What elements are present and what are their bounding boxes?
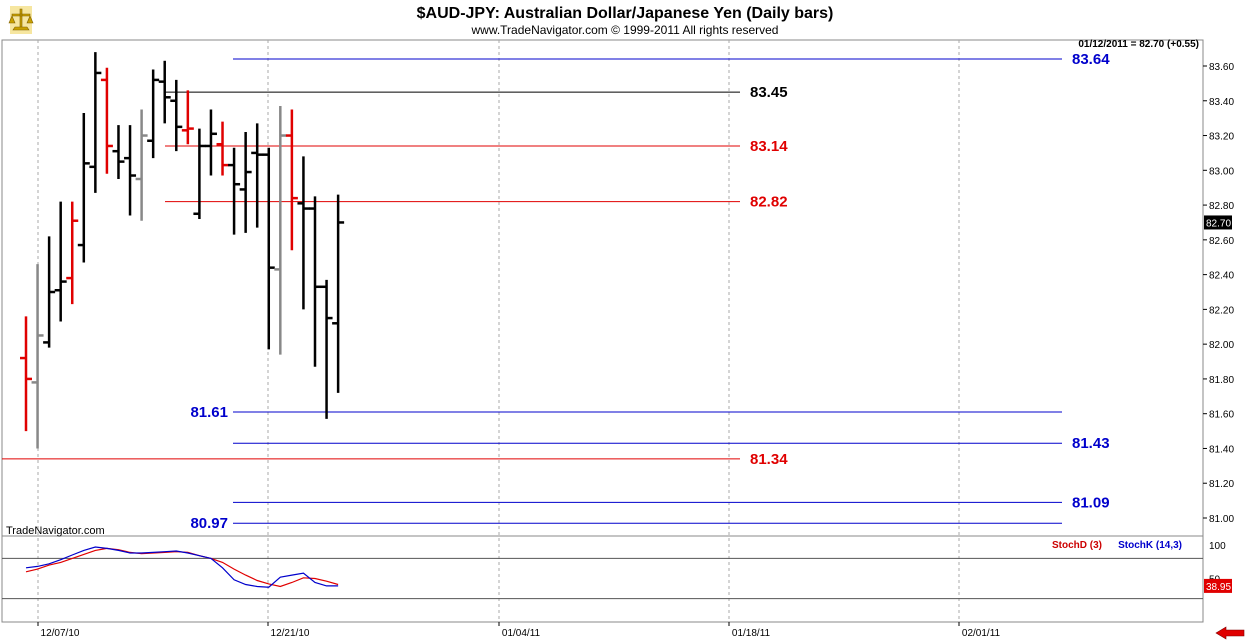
- ohlc-bar: [216, 121, 229, 176]
- ohlc-bar: [193, 128, 206, 219]
- price-axis: 83.60 83.40 83.20 83.00 82.80 82.60 82.40 82.20…: [1203, 62, 1234, 525]
- price-tick-label: 82.20: [1209, 305, 1234, 316]
- level-label: 83.64: [1072, 51, 1110, 68]
- stochastic-lines: 1005038.95: [2, 541, 1232, 600]
- ohlc-bar: [135, 109, 148, 221]
- last-price-label: 82.70: [1206, 218, 1231, 229]
- price-tick-label: 83.20: [1209, 132, 1234, 143]
- price-tick-label: 83.60: [1209, 62, 1234, 73]
- price-panel: [1, 39, 1204, 537]
- ohlc-bar: [309, 196, 321, 367]
- date-tick-label: 02/01/11: [962, 628, 1001, 639]
- level-label: 81.09: [1072, 494, 1110, 511]
- ohlc-bar: [89, 52, 102, 193]
- level-label: 83.14: [750, 138, 788, 155]
- level-label: 81.61: [190, 404, 228, 421]
- ohlc-bar: [100, 67, 113, 174]
- stoch-last-label: 38.95: [1206, 582, 1231, 593]
- date-tick-label: 12/07/10: [41, 628, 80, 639]
- ohlc-bar: [251, 123, 264, 228]
- price-tick-label: 82.40: [1209, 271, 1234, 282]
- ohlc-bar: [239, 132, 252, 233]
- ohlc-bar: [54, 201, 67, 322]
- stochk-legend: StochK (14,3): [1118, 540, 1182, 551]
- chart-title: $AUD-JPY: Australian Dollar/Japanese Yen…: [417, 5, 834, 22]
- price-tick-label: 82.00: [1209, 340, 1234, 351]
- ohlc-bar: [297, 156, 310, 310]
- price-tick-label: 81.60: [1209, 410, 1234, 421]
- level-lines: 83.64 83.45 83.14 82.82 81.61 81.43 81.34 81.09…: [2, 51, 1110, 532]
- level-label: 82.82: [750, 194, 788, 211]
- ohlc-bar: [112, 125, 125, 179]
- scales-icon: [8, 6, 34, 34]
- ohlc-bar: [320, 279, 333, 419]
- ohlc-bar: [285, 109, 298, 251]
- stochd-legend: StochD (3): [1052, 540, 1102, 551]
- price-tick-label: 81.40: [1209, 444, 1234, 455]
- ohlc-bar: [274, 105, 287, 355]
- stoch-last-box: [1204, 578, 1232, 593]
- level-label: 80.97: [190, 515, 228, 532]
- ohlc-bar: [228, 147, 241, 235]
- ohlc-bar: [332, 194, 345, 393]
- ohlc-bar: [181, 90, 194, 145]
- level-label: 83.45: [750, 84, 788, 101]
- ohlc-bar: [158, 60, 171, 124]
- price-tick-label: 81.00: [1209, 514, 1234, 525]
- ohlc-bar: [31, 264, 44, 449]
- price-tick-label: 82.60: [1209, 236, 1234, 247]
- stochastic-panel: [1, 535, 1204, 623]
- price-tick-label: 83.40: [1209, 97, 1234, 108]
- level-label: 81.43: [1072, 435, 1110, 452]
- ohlc-bar: [20, 316, 32, 432]
- price-tick-label: 81.20: [1209, 479, 1234, 490]
- price-tick-label: 83.00: [1209, 166, 1234, 177]
- stochk-line: [25, 546, 339, 588]
- price-tick-label: 82.80: [1209, 201, 1234, 212]
- price-tick-label: 81.80: [1209, 375, 1234, 386]
- ohlc-bar: [77, 112, 90, 263]
- ohlc-bar: [147, 69, 160, 159]
- watermark: TradeNavigator.com: [6, 525, 105, 537]
- ohlc-bar: [262, 147, 275, 350]
- date-tick-label: 01/18/11: [732, 628, 771, 639]
- date-tick-label: 01/04/11: [502, 628, 541, 639]
- last-quote: 01/12/2011 = 82.70 (+0.55): [1078, 39, 1199, 50]
- left-arrow-icon[interactable]: [1213, 626, 1247, 641]
- ohlc-bar: [124, 125, 137, 216]
- ohlc-bar: [204, 109, 217, 176]
- stoch-tick-label: 100: [1209, 541, 1226, 552]
- level-label: 81.34: [750, 451, 788, 468]
- ohlc-bar: [170, 79, 183, 152]
- date-axis: 12/07/10 12/21/10 01/04/11 01/18/11 02/01/11: [37, 622, 1001, 639]
- copyright-text: www.TradeNavigator.com © 1999-2011 All r…: [471, 23, 779, 37]
- ohlc-bar: [66, 201, 79, 305]
- last-price-box: [1204, 215, 1232, 230]
- date-tick-label: 12/21/10: [271, 628, 310, 639]
- ohlc-bar: [43, 236, 56, 348]
- price-bars: [20, 52, 345, 449]
